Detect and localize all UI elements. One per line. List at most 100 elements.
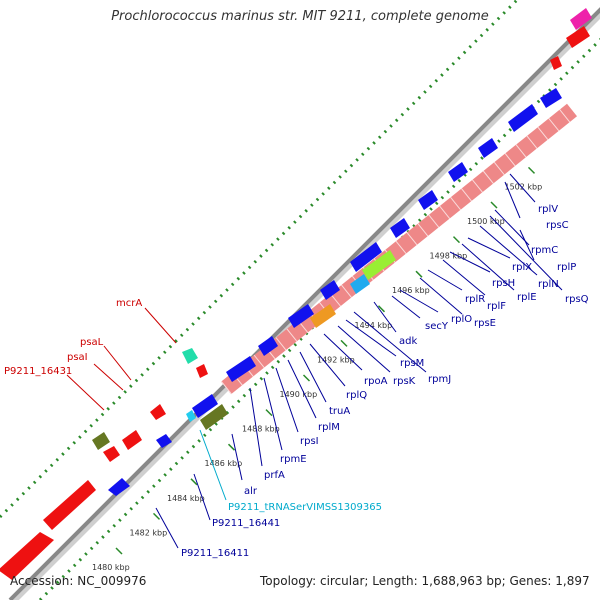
- tick-mark: [115, 547, 123, 555]
- gene-forward-olive[interactable]: [92, 432, 110, 450]
- gene-label-p9211-trnaser[interactable]: P9211_tRNASerVIMSS1309365: [228, 502, 382, 513]
- gene-label-rpmc[interactable]: rpmC: [531, 245, 558, 256]
- gene-forward[interactable]: [103, 446, 120, 462]
- leader-line: [479, 225, 538, 276]
- gene-forward[interactable]: [0, 532, 54, 580]
- gene-forward[interactable]: [566, 26, 590, 48]
- gene-reverse[interactable]: [192, 394, 218, 418]
- gene-label-alr[interactable]: alr: [244, 486, 258, 497]
- gene-reverse[interactable]: [350, 242, 382, 272]
- gene-label-rpme[interactable]: rpmE: [280, 454, 307, 465]
- tick-mark: [190, 478, 198, 486]
- leader-line: [155, 507, 179, 549]
- leader-line: [419, 277, 463, 315]
- gene-label-adk[interactable]: adk: [399, 336, 417, 347]
- tick-mark: [415, 270, 423, 278]
- gene-label-rpsm[interactable]: rpsM: [400, 358, 424, 369]
- gene-reverse[interactable]: [418, 190, 438, 210]
- leader-line: [391, 295, 421, 319]
- gene-label-trua[interactable]: truA: [329, 406, 350, 417]
- gene-reverse-olive[interactable]: [200, 404, 228, 430]
- gene-forward[interactable]: [122, 430, 142, 450]
- tick-label: 1484 kbp: [167, 494, 205, 503]
- leader-line: [193, 473, 211, 521]
- gene-reverse[interactable]: [448, 162, 468, 182]
- gene-reverse[interactable]: [478, 138, 498, 158]
- leader-line: [489, 215, 563, 291]
- gene-forward[interactable]: [196, 364, 208, 378]
- leader-line: [287, 359, 317, 419]
- gene-label-rpsi[interactable]: rpsI: [300, 436, 319, 447]
- tick-label: 1494 kbp: [355, 321, 393, 330]
- accession-text: Accession: NC_009976: [10, 574, 147, 588]
- gene-label-rplp[interactable]: rplP: [557, 262, 576, 273]
- scale-ticks: 1480 kbp 1482 kbp 1484 kbp 1486 kbp 1488 kbp…: [92, 166, 543, 572]
- tick-mark: [340, 339, 348, 347]
- forward-genes: [0, 8, 592, 580]
- gene-label-rplr[interactable]: rplR: [465, 294, 485, 305]
- gene-label-rpmj[interactable]: rpmJ: [428, 374, 451, 385]
- gene-reverse[interactable]: [508, 104, 538, 132]
- gene-label-rpse[interactable]: rpsE: [474, 318, 496, 329]
- gene-forward[interactable]: [150, 404, 166, 420]
- map-title: Prochlorococcus marinus str. MIT 9211, c…: [111, 9, 489, 24]
- gene-reverse[interactable]: [156, 434, 172, 448]
- leader-line: [427, 269, 463, 291]
- gene-label-psai[interactable]: psaI: [67, 352, 88, 363]
- gene-forward-pink[interactable]: [570, 8, 592, 30]
- gene-label-rpsc[interactable]: rpsC: [546, 220, 569, 231]
- tick-label: 1490 kbp: [280, 390, 318, 399]
- tick-label: 1502 kbp: [505, 182, 543, 191]
- tick-mark: [452, 236, 461, 244]
- leader-line: [231, 433, 243, 481]
- tick-label: 1482 kbp: [130, 528, 168, 537]
- gene-label-p9211-16411[interactable]: P9211_16411: [181, 548, 249, 559]
- gene-label-rpoa[interactable]: rpoA: [364, 376, 388, 387]
- gene-label-rpsq[interactable]: rpsQ: [565, 294, 589, 305]
- trna-gene[interactable]: [186, 410, 196, 422]
- gene-label-rpsh[interactable]: rpsH: [492, 278, 515, 289]
- gene-label-p9211-16431[interactable]: P9211_16431: [4, 366, 72, 377]
- tick-mark: [490, 201, 498, 209]
- gene-reverse[interactable]: [320, 280, 340, 300]
- gene-label-rpsk[interactable]: rpsK: [393, 376, 416, 387]
- tick-mark: [527, 166, 536, 174]
- backbone-shadow: [9, 9, 600, 600]
- leader-line: [449, 251, 491, 273]
- gene-label-p9211-16441[interactable]: P9211_16441: [212, 518, 280, 529]
- gene-reverse-orange[interactable]: [310, 304, 336, 328]
- gene-forward[interactable]: [550, 56, 562, 70]
- gene-label-rplm[interactable]: rplM: [318, 422, 340, 433]
- gene-reverse[interactable]: [390, 218, 410, 238]
- gene-reverse-blue[interactable]: [350, 274, 370, 294]
- forward-gene-labels: mcrA psaL psaI P9211_16431: [4, 298, 177, 411]
- leader-line: [299, 351, 327, 403]
- gene-label-rplf[interactable]: rplF: [487, 301, 506, 312]
- gene-reverse[interactable]: [258, 336, 278, 356]
- leader-line: [263, 377, 283, 451]
- gene-label-rplx[interactable]: rplX: [512, 262, 532, 273]
- gene-forward[interactable]: [43, 480, 96, 530]
- gene-forward-teal[interactable]: [182, 348, 198, 364]
- leader-line: [509, 173, 536, 203]
- gene-reverse[interactable]: [108, 478, 130, 496]
- gene-reverse[interactable]: [540, 88, 562, 108]
- leader-line: [353, 311, 427, 373]
- gene-label-secy[interactable]: secY: [425, 321, 449, 332]
- gene-label-rple[interactable]: rplE: [517, 292, 537, 303]
- gene-label-prfa[interactable]: prfA: [264, 470, 285, 481]
- leader-line: [199, 429, 227, 501]
- leader-line: [66, 374, 105, 411]
- leader-line: [337, 325, 391, 373]
- gene-label-psal[interactable]: psaL: [80, 337, 104, 348]
- gene-label-rplv[interactable]: rplV: [538, 204, 558, 215]
- gene-label-mcra[interactable]: mcrA: [116, 298, 142, 309]
- gene-label-rpln[interactable]: rplN: [538, 279, 559, 290]
- gene-reverse[interactable]: [226, 356, 256, 382]
- tick-label: 1498 kbp: [430, 252, 468, 261]
- gene-reverse[interactable]: [288, 304, 314, 328]
- gene-reverse-green[interactable]: [362, 250, 396, 280]
- gene-label-rplq[interactable]: rplQ: [346, 390, 367, 401]
- gene-label-rplo[interactable]: rplO: [451, 314, 472, 325]
